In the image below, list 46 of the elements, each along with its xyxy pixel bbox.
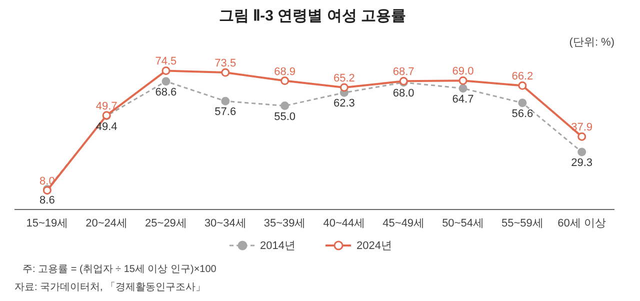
point [162,77,170,86]
data-label: 49.7 [96,100,118,112]
data-label: 55.0 [274,110,296,123]
legend-label: 2014년 [260,238,296,252]
data-label: 8.6 [40,194,55,206]
point [221,68,230,77]
text: 주: 고용률 = (취업자 ÷ 15세 이상 인구)×100 [22,264,217,275]
point [458,76,468,85]
point [340,83,348,92]
point [221,96,230,106]
data-label: 69.0 [452,66,474,78]
data-label: 68.0 [392,87,414,100]
point [578,132,586,141]
point [518,81,527,90]
data-label: 56.6 [512,108,534,120]
x-tick-label: 20~24세 [86,218,128,230]
data-label: 62.3 [334,98,355,110]
x-tick-label: 30~34세 [204,218,246,230]
x-tick-label: 50~54세 [442,218,484,230]
x-tick-label: 55~59세 [501,218,544,230]
x-tick-label: 35~39세 [264,218,306,230]
x-tick-label: 45~49세 [382,218,425,230]
point [280,102,290,110]
point [458,84,468,93]
legend-label: 2024년 [356,238,392,252]
data-label: 64.7 [452,93,474,106]
x-tick-label: 40~44세 [323,218,366,230]
data-label: 65.2 [334,72,355,84]
data-label: 68.9 [274,66,296,78]
data-label: 68.6 [155,86,177,98]
data-label: 74.5 [155,56,177,68]
point [578,148,586,156]
point [518,98,527,108]
point [162,66,170,75]
data-label: 57.6 [214,106,236,118]
x-tick-label: 60세 이상 [558,218,606,230]
data-label: 29.3 [571,157,593,170]
data-label: 73.5 [214,58,236,70]
data-label: 68.7 [392,66,414,78]
point [280,76,290,86]
data-label: 66.2 [512,70,534,83]
chart-title: 그림 Ⅱ-3 연령별 여성 고용률 [218,8,406,24]
x-tick-label: 15~19세 [26,218,68,230]
text: 자료: 국가데이터처, 「경제활동인구조사」 [14,281,206,293]
x-tick-label: 25~29세 [145,218,187,230]
text: (단위: %) [569,36,615,48]
